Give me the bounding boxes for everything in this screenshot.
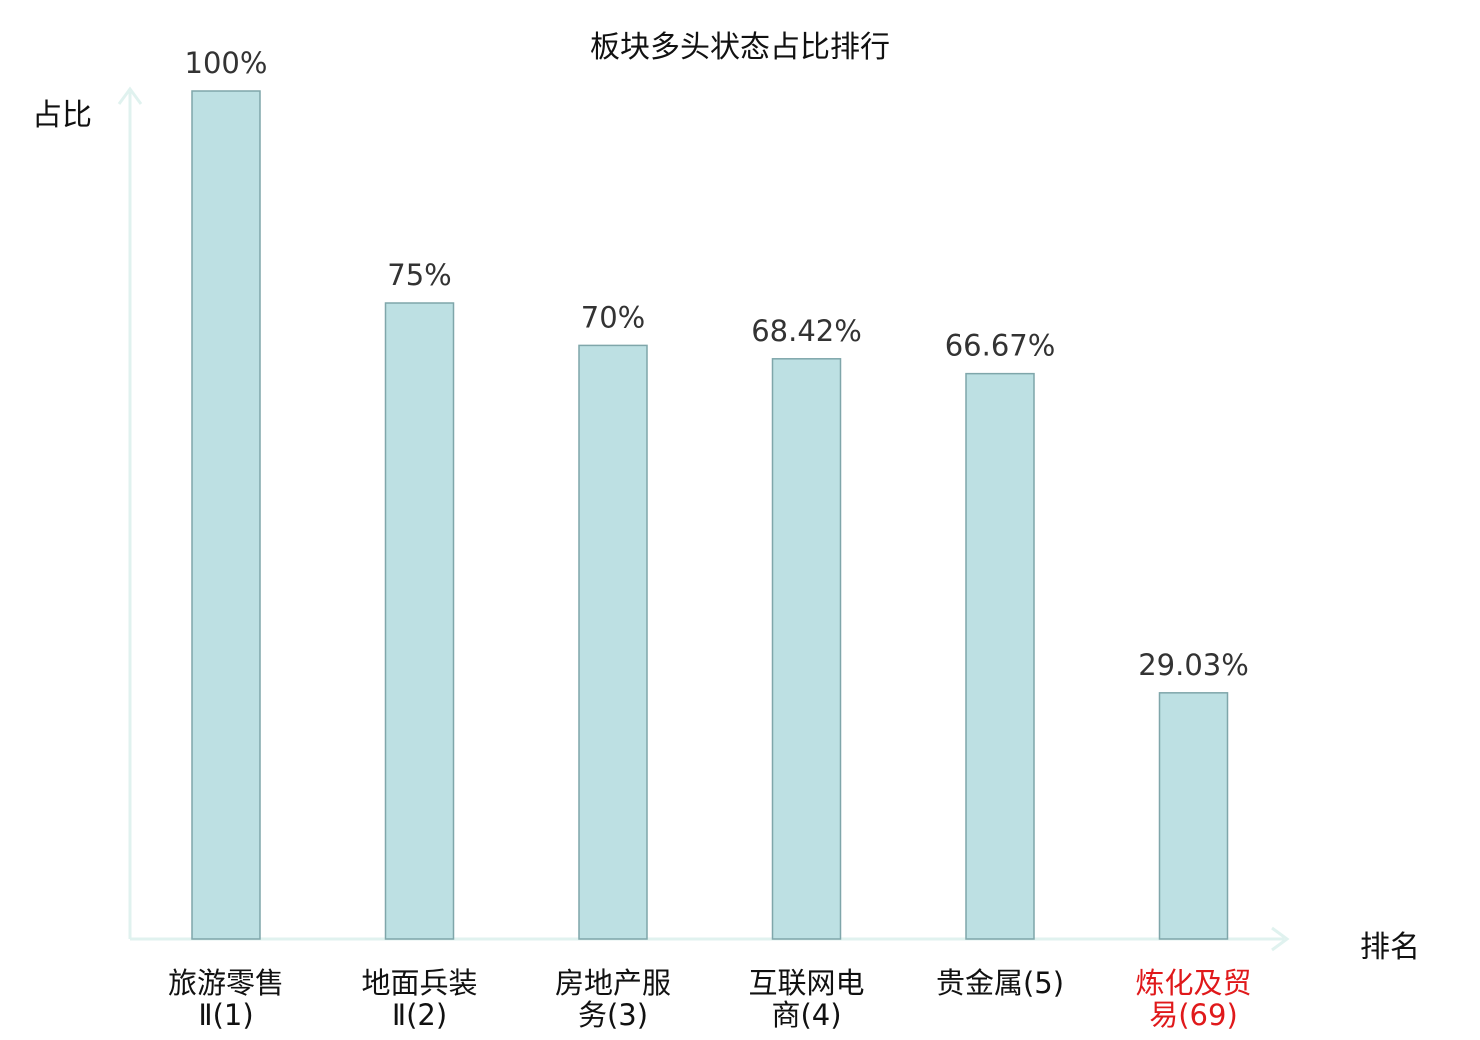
category-tick-label: 贵金属(5) [936, 966, 1064, 1000]
bar-value-label: 75% [387, 258, 451, 292]
bar [965, 372, 1035, 940]
category-tick-label: 炼化及贸易(69) [1135, 966, 1251, 1032]
bar-value-label: 68.42% [751, 314, 862, 348]
x-axis-label: 排名 [1360, 930, 1420, 965]
bar-value-label: 66.67% [945, 329, 1056, 363]
x-axis-arrow-icon [1271, 926, 1290, 952]
bar [384, 302, 455, 940]
chart-title: 板块多头状态占比排行 [590, 30, 890, 65]
bar [771, 358, 842, 940]
category-tick-label: 旅游零售 Ⅱ(1) [168, 966, 284, 1032]
bar-value-label: 29.03% [1138, 648, 1249, 682]
y-axis-label: 占比 [32, 98, 92, 133]
bar-value-label: 70% [581, 300, 645, 334]
y-axis-arrow-icon [117, 86, 143, 105]
bar [191, 90, 261, 940]
category-tick-label: 地面兵装 Ⅱ(2) [361, 966, 477, 1032]
bar [1158, 692, 1229, 940]
bar [578, 344, 648, 940]
category-tick-label: 互联网电商(4) [748, 966, 864, 1032]
bar-value-label: 100% [185, 46, 268, 80]
category-tick-label: 房地产服务(3) [555, 966, 671, 1032]
